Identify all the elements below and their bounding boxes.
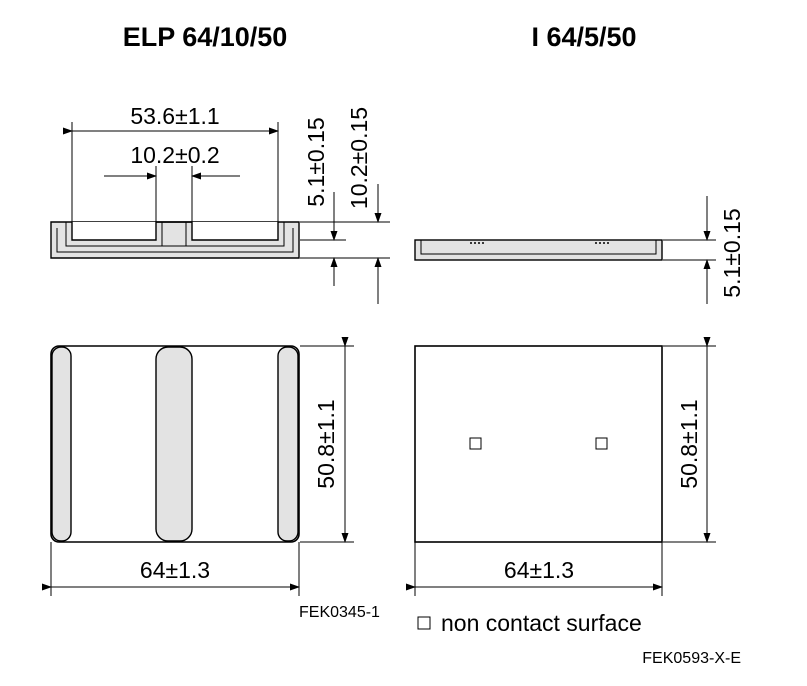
dim-i-width: 64±1.3	[406, 542, 663, 596]
dim-i-length: 50.8±1.1	[663, 337, 716, 543]
non-contact-marker-right	[595, 437, 608, 450]
dim-leg-height: 5.1±0.15	[300, 117, 390, 286]
dim-i-thickness-label: 5.1±0.15	[719, 208, 745, 297]
elp-title: ELP 64/10/50	[123, 22, 288, 52]
dim-i-width-label: 64±1.3	[504, 557, 574, 583]
dim-total-height-label: 10.2±0.15	[346, 107, 372, 209]
dim-i-thickness: 5.1±0.15	[663, 196, 745, 304]
dim-elp-width-label: 64±1.3	[140, 557, 210, 583]
legend: non contact surface	[417, 610, 642, 636]
dim-outer-width-label: 53.6±1.1	[130, 103, 219, 129]
dim-outer-width: 53.6±1.1	[63, 103, 279, 222]
i-core-top-view	[414, 345, 663, 543]
dim-center-leg-label: 10.2±0.2	[130, 142, 219, 168]
elp-top-view	[50, 345, 300, 543]
dim-leg-height-label: 5.1±0.15	[303, 117, 329, 206]
dim-elp-width: 64±1.3	[42, 542, 300, 596]
dim-center-leg: 10.2±0.2	[104, 142, 240, 222]
drawing-code: FEK0593-X-E	[642, 650, 741, 667]
dim-elp-length: 50.8±1.1	[300, 337, 354, 543]
dim-total-height: 10.2±0.15	[300, 107, 390, 304]
non-contact-marker-left	[469, 437, 482, 450]
dim-elp-length-label: 50.8±1.1	[313, 399, 339, 488]
dim-i-length-label: 50.8±1.1	[676, 399, 702, 488]
drawing-code-elp: FEK0345-1	[299, 604, 380, 621]
legend-label: non contact surface	[441, 610, 642, 636]
legend-square-icon	[417, 616, 431, 630]
i-core-title: I 64/5/50	[531, 22, 636, 52]
i-core-side-view	[414, 239, 663, 261]
elp-side-view	[50, 221, 300, 259]
